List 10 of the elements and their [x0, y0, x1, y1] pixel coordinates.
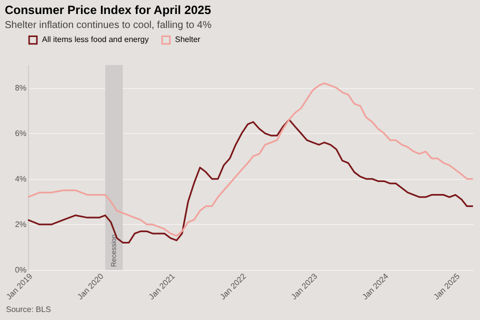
source-note: Source: BLS — [6, 305, 51, 315]
y-tick-label: 8% — [14, 83, 26, 92]
legend-label: Shelter — [175, 35, 201, 44]
y-tick-label: 0% — [14, 266, 26, 274]
y-tick-label: 2% — [14, 220, 26, 229]
legend-label: All items less food and energy — [42, 35, 149, 44]
y-tick-label: 6% — [14, 128, 26, 138]
chart-title: Consumer Price Index for April 2025 — [4, 3, 212, 17]
chart-subtitle: Shelter inflation continues to cool, falling to 4% — [4, 20, 212, 31]
y-tick-label: 4% — [14, 174, 26, 184]
